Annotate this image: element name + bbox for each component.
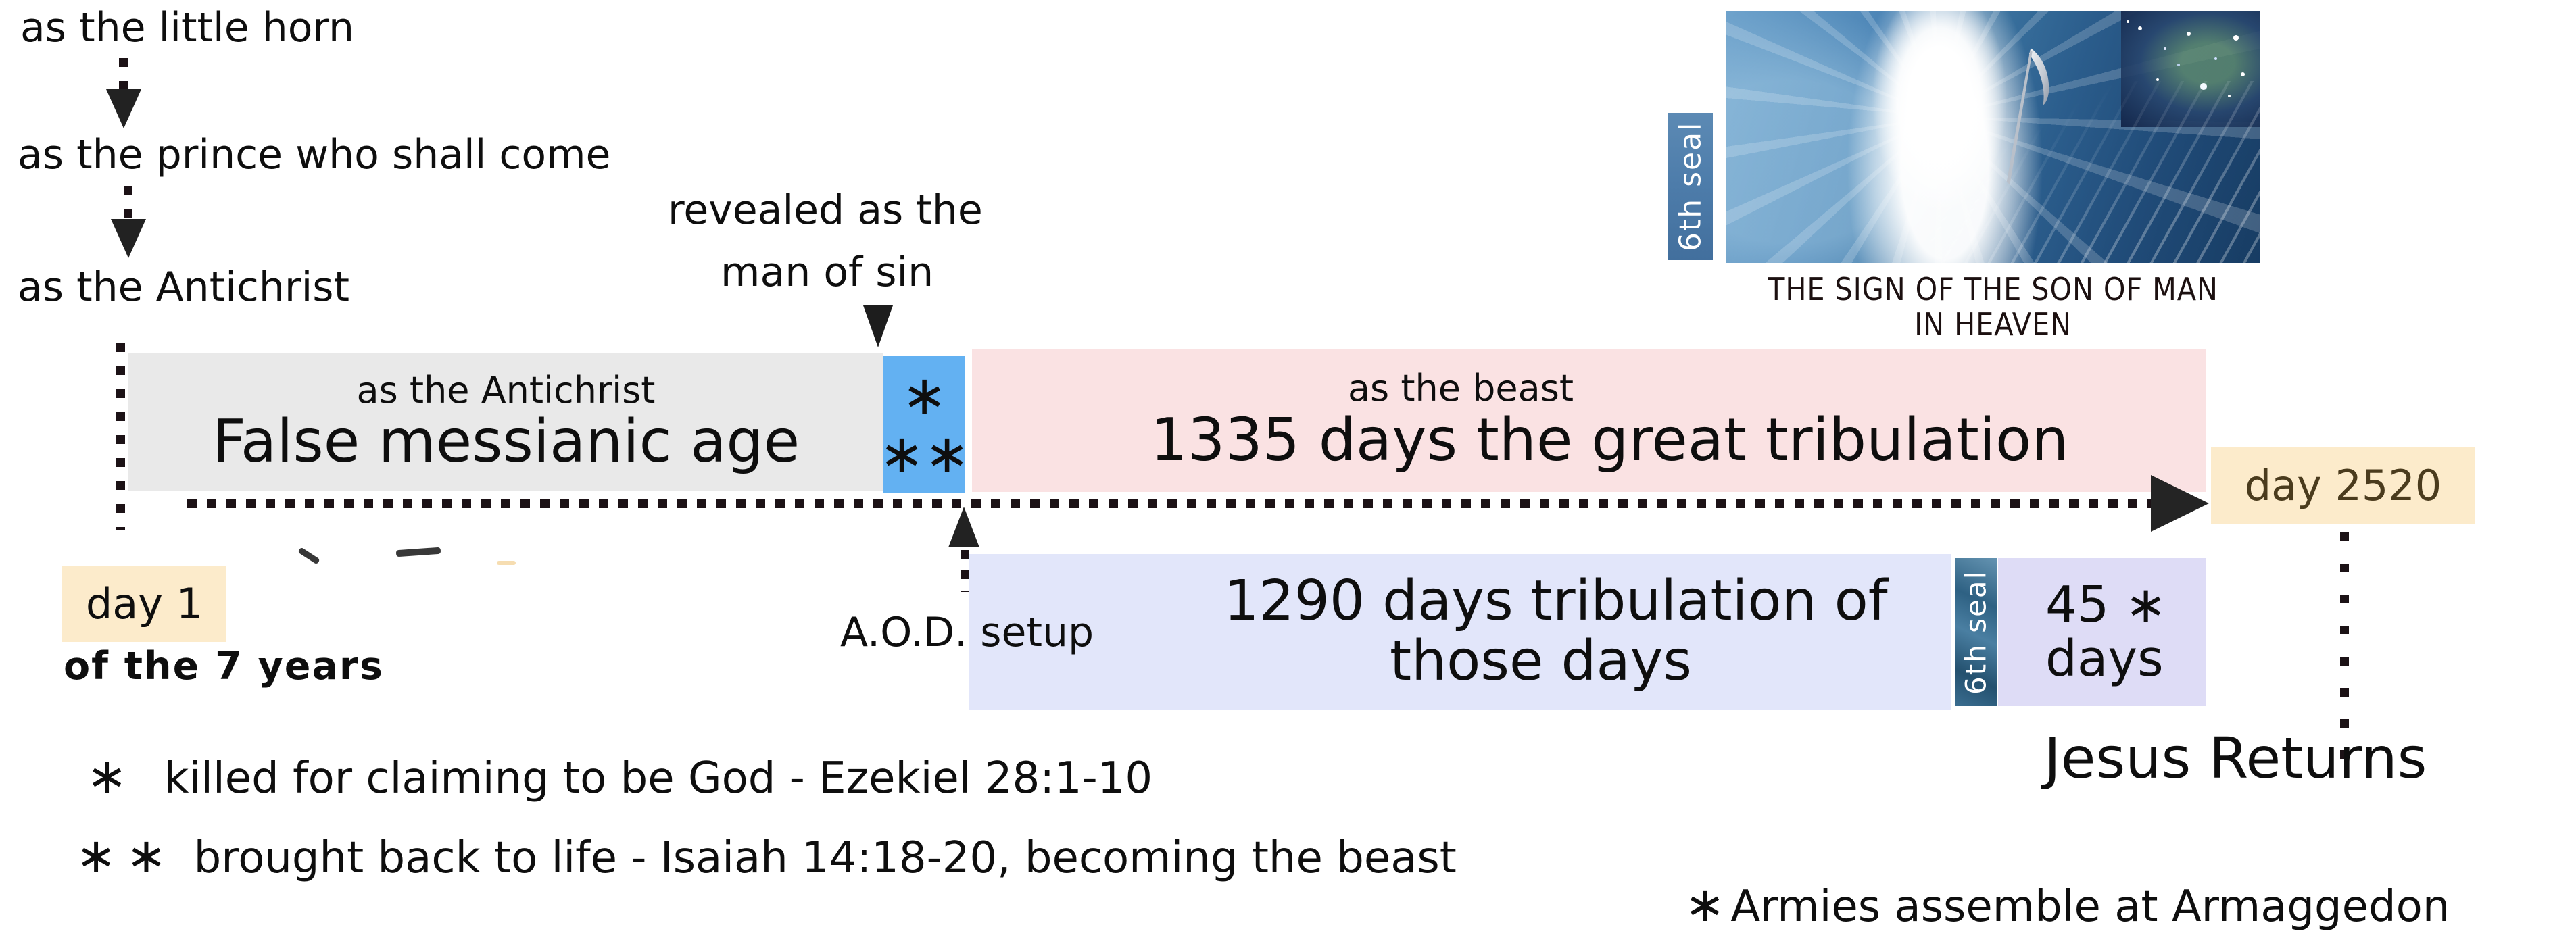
arrow-down-icon xyxy=(863,305,893,347)
day2520-dotted-vline xyxy=(2340,532,2349,768)
killed-asterisk: ∗ xyxy=(901,364,948,427)
day1-sub-label: of the 7 years xyxy=(64,644,384,689)
false-messianic-age-box: as the Antichrist False messianic age xyxy=(128,353,883,491)
ghost-mark xyxy=(395,547,441,557)
label-revealed-line2: man of sin xyxy=(721,249,934,296)
asterisk-icon: ∗ xyxy=(1684,876,1726,932)
pink-box-subtitle: as the beast xyxy=(1347,367,1574,410)
aod-setup-label: A.O.D. setup xyxy=(840,609,1094,656)
galaxy-corner xyxy=(2121,11,2260,127)
sixth-seal-label-top: 6th seal xyxy=(1668,113,1713,260)
arrow-up-icon xyxy=(948,507,979,547)
footnote-text: killed for claiming to be God - Ezekiel … xyxy=(164,753,1153,803)
box45-line2: days xyxy=(2045,629,2164,688)
image-caption-line1: THE SIGN OF THE SON OF MAN xyxy=(1768,271,2218,307)
timeline-dotted-line xyxy=(187,499,2158,508)
sixth-seal-text: 6th seal xyxy=(1959,570,1993,695)
footnote-text: Armies assemble at Armaggedon xyxy=(1730,882,2450,932)
footnote-armies: ∗ Armies assemble at Armaggedon xyxy=(1684,880,2450,932)
footnote-killed: ∗ killed for claiming to be God - Ezekie… xyxy=(87,751,1152,803)
stars xyxy=(2127,20,2130,23)
day1-dotted-vline xyxy=(116,343,125,530)
label-revealed-line1: revealed as the xyxy=(668,186,983,234)
revived-asterisks: ∗∗ xyxy=(879,422,970,485)
tribulation-1290-box: 1290 days tribulation of those days xyxy=(969,554,1951,710)
man-of-sin-marker-box: ∗ ∗∗ xyxy=(879,356,970,493)
footnote-text: brought back to life - Isaiah 14:18-20, … xyxy=(193,833,1457,883)
double-asterisk-icon: ∗∗ xyxy=(76,827,176,884)
cascade-dotted-line-1 xyxy=(119,58,128,92)
scythe-icon xyxy=(2007,48,2049,184)
timeline-arrowhead-icon xyxy=(2151,475,2209,532)
great-tribulation-box: as the beast 1335 days the great tribula… xyxy=(972,349,2206,492)
label-prince-to-come: as the prince who shall come xyxy=(18,131,611,178)
son-of-man-image xyxy=(1726,11,2260,263)
day2520-box: day 2520 xyxy=(2211,447,2475,524)
gray-box-subtitle: as the Antichrist xyxy=(356,368,656,412)
box1290-line2: those days xyxy=(1389,629,1693,693)
day2520-label: day 2520 xyxy=(2244,460,2442,510)
ghost-mark xyxy=(297,547,320,565)
label-antichrist: as the Antichrist xyxy=(18,264,350,311)
footnote-revived: ∗∗ brought back to life - Isaiah 14:18-2… xyxy=(76,831,1457,883)
pink-box-title: 1335 days the great tribulation xyxy=(1150,405,2069,474)
aod-dotted-line xyxy=(961,550,969,592)
asterisk-icon: ∗ xyxy=(87,747,128,804)
box45-line1: 45 ∗ xyxy=(2045,575,2167,634)
gray-box-title: False messianic age xyxy=(212,407,800,476)
jesus-returns-label: Jesus Returns xyxy=(2044,725,2427,791)
cascade-dotted-line-2 xyxy=(124,186,132,222)
days-45-box: 45 ∗ days xyxy=(1998,558,2206,706)
star-streaks xyxy=(1928,81,2260,263)
arrow-down-icon xyxy=(111,219,146,258)
day1-label: day 1 xyxy=(85,578,203,628)
image-caption-line2: IN HEAVEN xyxy=(1914,306,2072,343)
sixth-seal-text: 6th seal xyxy=(1673,121,1708,252)
day1-box: day 1 xyxy=(62,566,226,642)
ghost-mark xyxy=(497,561,516,565)
arrow-down-icon xyxy=(106,89,141,128)
sixth-seal-label-bottom: 6th seal xyxy=(1955,558,1997,706)
label-little-horn: as the little horn xyxy=(20,4,355,51)
box1290-line1: 1290 days tribulation of xyxy=(1223,569,1888,634)
